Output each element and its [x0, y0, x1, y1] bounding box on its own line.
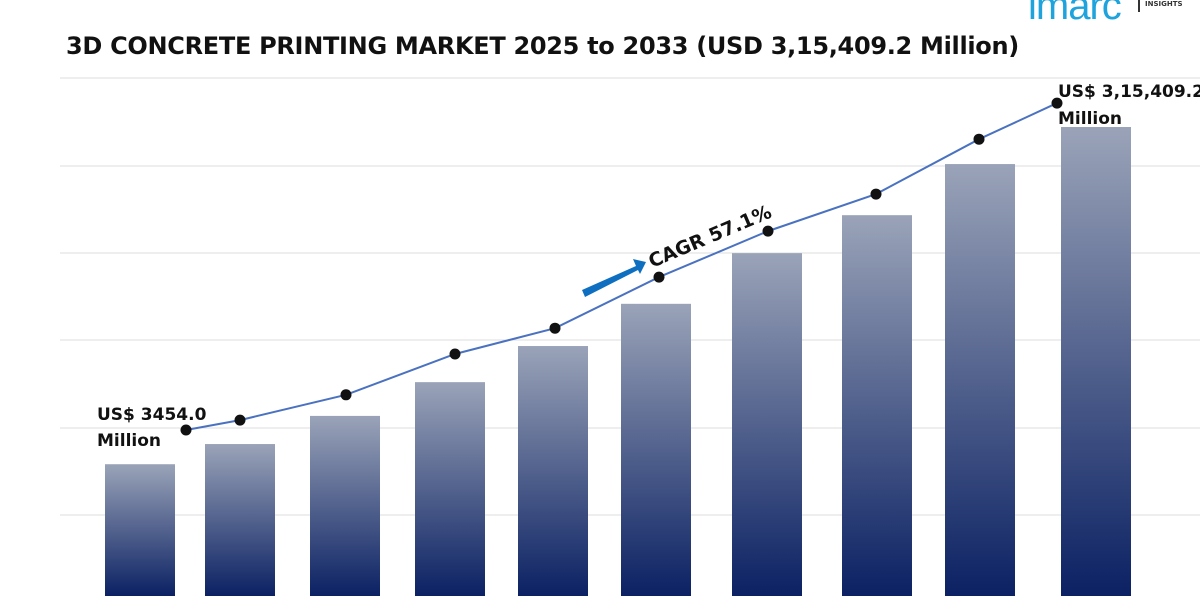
- trend-point: [234, 414, 246, 426]
- end-value-unit: Million: [1058, 109, 1122, 129]
- logo-divider: [1138, 0, 1140, 12]
- bar: [945, 164, 1015, 596]
- bar: [105, 464, 175, 596]
- bar: [205, 444, 275, 596]
- trend-point: [340, 389, 352, 401]
- end-value-label: US$ 3,15,409.2: [1058, 82, 1200, 102]
- trend-point: [1051, 97, 1063, 109]
- trend-point: [180, 424, 192, 436]
- imarc-logo: imarc: [1028, 0, 1122, 28]
- trend-point: [449, 348, 461, 360]
- trend-point: [653, 271, 665, 283]
- trend-point: [549, 322, 561, 334]
- bar: [310, 415, 380, 596]
- trend-point: [973, 133, 985, 145]
- trend-point: [762, 225, 774, 237]
- bar: [842, 215, 912, 596]
- logo-subtitle: INSIGHTS: [1145, 0, 1183, 8]
- start-value-unit: Million: [97, 431, 161, 451]
- bar: [518, 346, 588, 596]
- start-value-label: US$ 3454.0: [97, 405, 207, 425]
- trend-line: [185, 102, 1058, 431]
- bar: [415, 382, 485, 596]
- cagr-arrow-icon: [582, 259, 646, 297]
- bar: [1061, 127, 1131, 596]
- trend-point: [870, 188, 882, 200]
- bar: [621, 303, 691, 596]
- bar: [732, 253, 802, 596]
- chart-title: 3D CONCRETE PRINTING MARKET 2025 to 2033…: [66, 32, 1019, 60]
